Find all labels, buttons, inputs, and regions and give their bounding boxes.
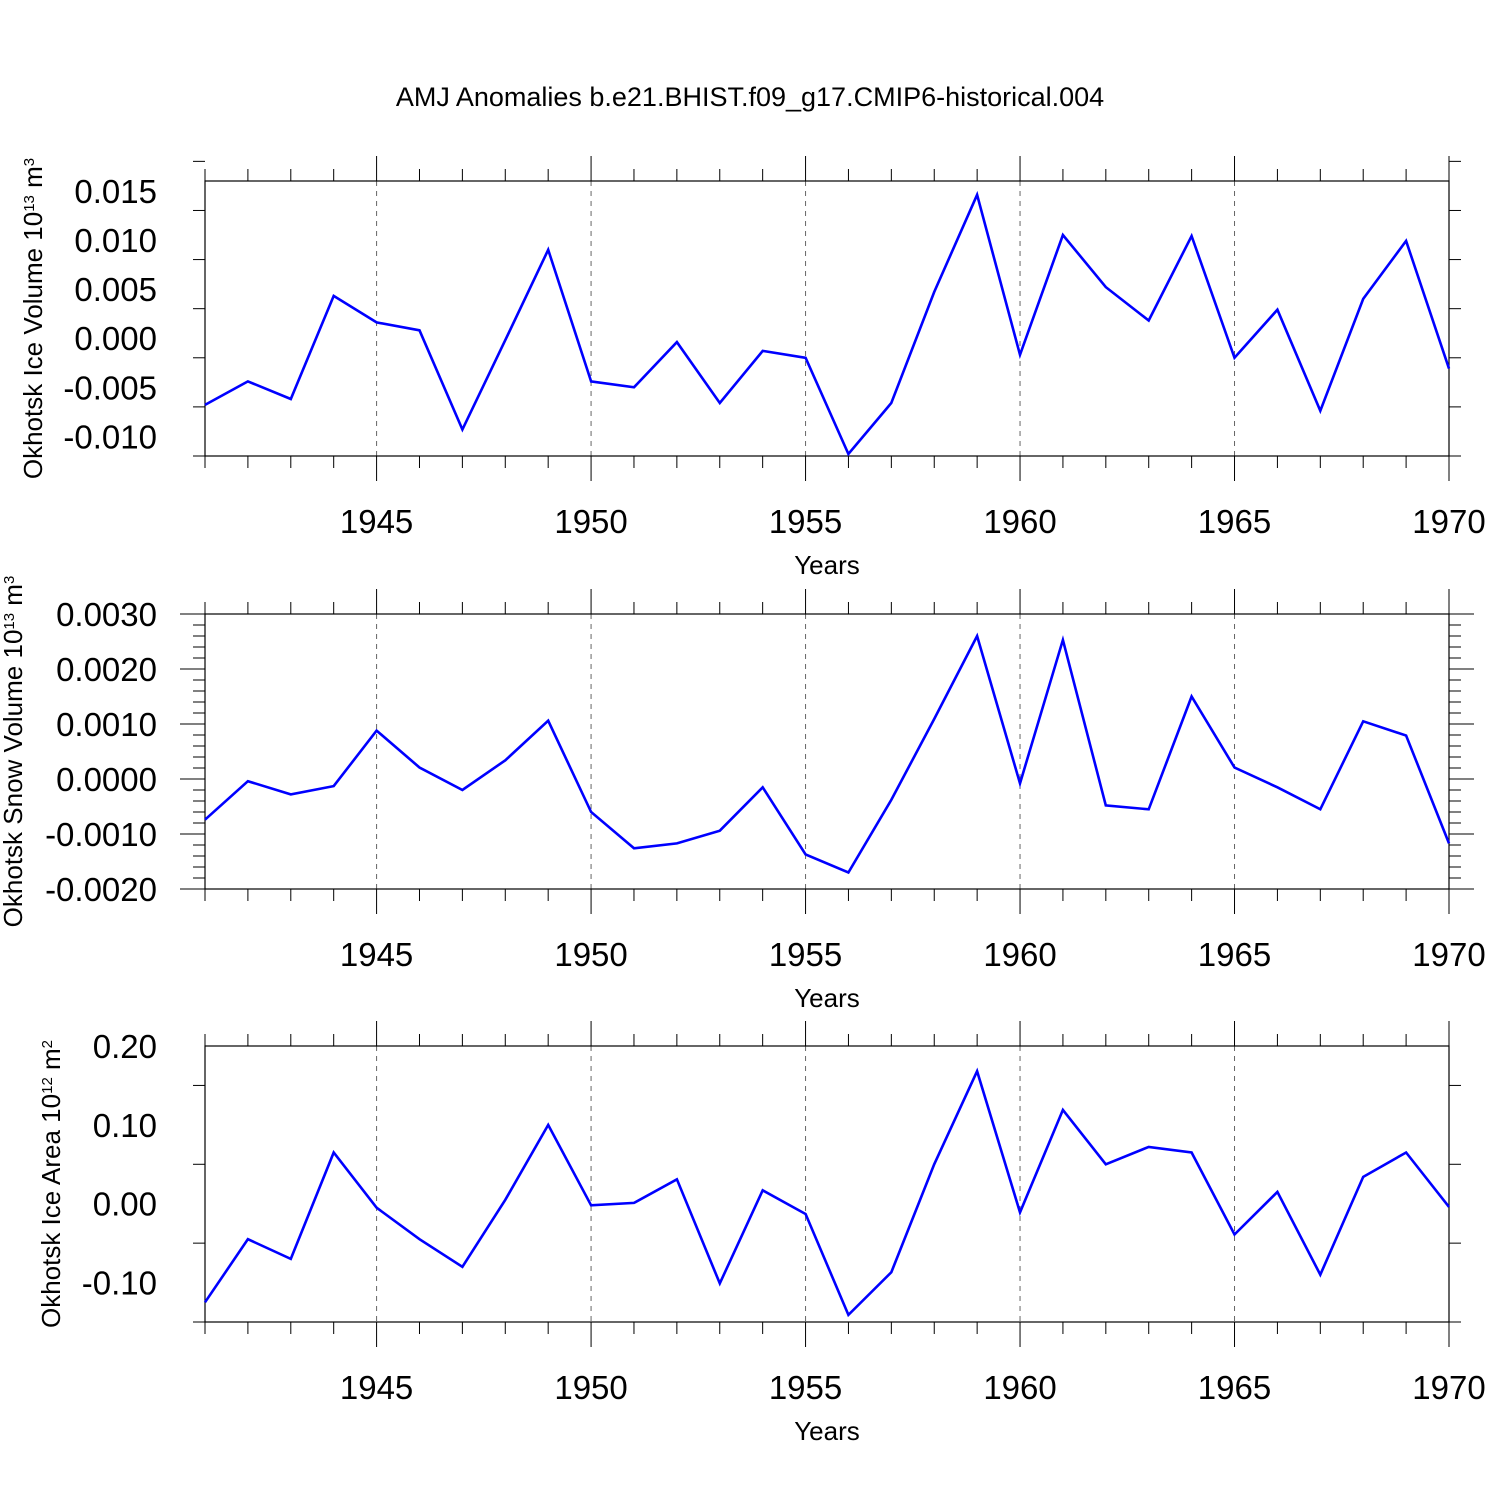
y-axis-label: Okhotsk Ice Area 1012 m2 bbox=[36, 1040, 66, 1328]
panels: 1945 1950 1955 1960 1965 1970 Years -0.010 -0.00… bbox=[0, 156, 1486, 1446]
chart-panel-3: 1945 1950 1955 1960 1965 1970 Years -0.10 0.00 0.… bbox=[36, 1021, 1486, 1446]
figure-title: AMJ Anomalies b.e21.BHIST.f09_g17.CMIP6-… bbox=[396, 82, 1104, 112]
y-axis-label-exponent: 12 bbox=[39, 1077, 56, 1094]
x-axis-label: Years bbox=[794, 550, 860, 580]
x-tick-label: 1945 bbox=[340, 1369, 413, 1406]
y-axis-label-unit: m bbox=[36, 1048, 66, 1077]
y-tick-label: -0.005 bbox=[63, 369, 157, 406]
y-axis-label-exponent: 13 bbox=[21, 195, 38, 212]
chart-panel-1: 1945 1950 1955 1960 1965 1970 Years -0.010 -0.00… bbox=[18, 156, 1486, 580]
y-tick-label: 0.005 bbox=[74, 271, 157, 308]
x-tick-label: 1945 bbox=[340, 503, 413, 540]
y-axis-label-base: Okhotsk Ice Volume 10 bbox=[18, 212, 48, 479]
plot-frame bbox=[204, 613, 1450, 890]
chart-panel-2: 1945 1950 1955 1960 1965 1970 Years -0.0020 -0.0… bbox=[0, 576, 1486, 1013]
y-tick-label: 0.010 bbox=[74, 222, 157, 259]
plot-frame bbox=[204, 180, 1450, 457]
y-tick-label: 0.10 bbox=[93, 1107, 157, 1144]
y-axis-label-base: Okhotsk Snow Volume 10 bbox=[0, 630, 28, 928]
y-tick-label: 0.20 bbox=[93, 1028, 157, 1065]
y-axis-label-unit-exponent: 3 bbox=[21, 158, 38, 166]
series-line bbox=[204, 632, 1451, 875]
y-tick-label: -0.0020 bbox=[45, 871, 157, 908]
x-tick-label: 1960 bbox=[983, 503, 1056, 540]
y-tick-label: 0.00 bbox=[93, 1186, 157, 1223]
y-tick-label: -0.10 bbox=[82, 1265, 157, 1302]
y-tick-label: 0.0000 bbox=[56, 761, 157, 798]
y-axis-label-unit-exponent: 3 bbox=[1, 576, 18, 584]
y-tick-label: -0.0010 bbox=[45, 816, 157, 853]
x-axis-label: Years bbox=[794, 1416, 860, 1446]
y-axis-label-base: Okhotsk Ice Area 10 bbox=[36, 1094, 66, 1328]
x-tick-label: 1970 bbox=[1412, 1369, 1485, 1406]
x-tick-label: 1965 bbox=[1198, 1369, 1271, 1406]
x-tick-label: 1950 bbox=[554, 1369, 627, 1406]
y-tick-label: 0.0010 bbox=[56, 706, 157, 743]
x-tick-label: 1960 bbox=[983, 1369, 1056, 1406]
y-tick-label: 0.0030 bbox=[56, 596, 157, 633]
x-tick-label: 1955 bbox=[769, 1369, 842, 1406]
y-axis-label-unit-exponent: 2 bbox=[39, 1040, 56, 1048]
y-axis-label: Okhotsk Ice Volume 1013 m3 bbox=[18, 158, 48, 479]
x-tick-label: 1960 bbox=[983, 936, 1056, 973]
y-axis-label-exponent: 13 bbox=[1, 613, 18, 630]
x-tick-label: 1945 bbox=[340, 936, 413, 973]
x-tick-label: 1950 bbox=[554, 503, 627, 540]
x-tick-label: 1955 bbox=[769, 503, 842, 540]
y-tick-label: 0.015 bbox=[74, 173, 157, 210]
x-axis-label: Years bbox=[794, 983, 860, 1013]
plot-frame bbox=[204, 1045, 1450, 1323]
series-line bbox=[203, 1067, 1451, 1318]
y-axis-label-unit: m bbox=[18, 166, 48, 195]
y-tick-label: -0.010 bbox=[63, 418, 157, 455]
x-tick-label: 1965 bbox=[1198, 936, 1271, 973]
x-tick-label: 1955 bbox=[769, 936, 842, 973]
x-tick-label: 1965 bbox=[1198, 503, 1271, 540]
y-tick-label: 0.0020 bbox=[56, 651, 157, 688]
x-tick-label: 1970 bbox=[1412, 936, 1485, 973]
x-tick-label: 1950 bbox=[554, 936, 627, 973]
y-axis-label-unit: m bbox=[0, 584, 28, 613]
x-tick-label: 1970 bbox=[1412, 503, 1485, 540]
series-line bbox=[204, 190, 1451, 457]
y-tick-label: 0.000 bbox=[74, 320, 157, 357]
y-axis-label: Okhotsk Snow Volume 1013 m3 bbox=[0, 576, 28, 928]
